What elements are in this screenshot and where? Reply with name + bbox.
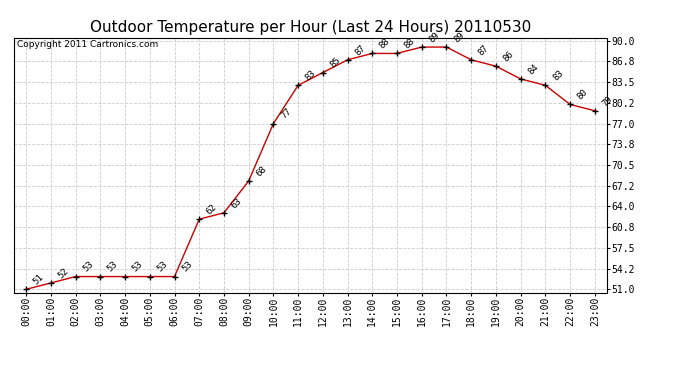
Text: 53: 53	[106, 260, 120, 274]
Text: 52: 52	[57, 266, 70, 280]
Text: 85: 85	[328, 56, 342, 70]
Text: 77: 77	[279, 107, 293, 121]
Text: 89: 89	[427, 30, 442, 44]
Text: 63: 63	[230, 196, 244, 210]
Text: 53: 53	[180, 260, 194, 274]
Text: 80: 80	[575, 88, 590, 102]
Text: 68: 68	[254, 164, 268, 178]
Text: Copyright 2011 Cartronics.com: Copyright 2011 Cartronics.com	[17, 40, 158, 49]
Title: Outdoor Temperature per Hour (Last 24 Hours) 20110530: Outdoor Temperature per Hour (Last 24 Ho…	[90, 20, 531, 35]
Text: 88: 88	[378, 37, 392, 51]
Text: 84: 84	[526, 62, 540, 76]
Text: 53: 53	[155, 260, 169, 274]
Text: 83: 83	[304, 69, 317, 82]
Text: 88: 88	[402, 37, 417, 51]
Text: 53: 53	[130, 260, 145, 274]
Text: 51: 51	[32, 273, 46, 286]
Text: 87: 87	[353, 43, 367, 57]
Text: 87: 87	[477, 43, 491, 57]
Text: 83: 83	[551, 69, 565, 82]
Text: 89: 89	[452, 30, 466, 44]
Text: 79: 79	[600, 94, 614, 108]
Text: 86: 86	[502, 50, 515, 63]
Text: 53: 53	[81, 260, 95, 274]
Text: 62: 62	[205, 202, 219, 216]
